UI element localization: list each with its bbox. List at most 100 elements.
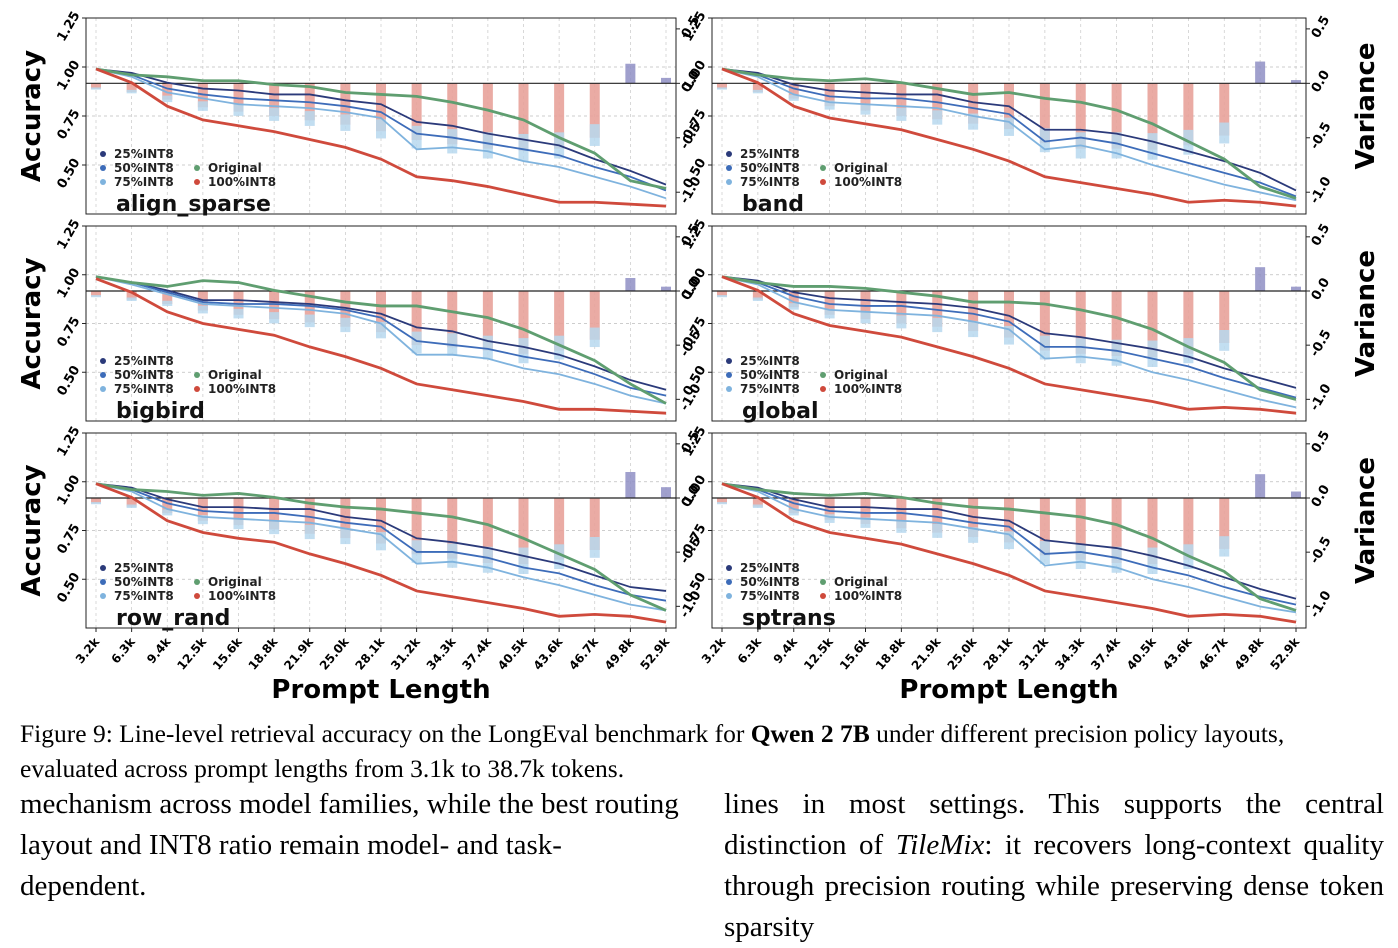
y2-tick-label: -0.5 [1307, 327, 1334, 359]
panel-title: align_sparse [116, 192, 271, 217]
variance-bar-int8 [269, 312, 280, 324]
variance-bar-int8 [589, 124, 600, 146]
variance-bar [340, 291, 351, 327]
variance-bar [625, 278, 636, 291]
variance-bar-int8 [752, 89, 763, 94]
variance-bar-int8 [126, 504, 137, 508]
variance-bar-int8 [752, 504, 763, 508]
variance-bar [91, 83, 101, 89]
variance-bar-int8 [269, 521, 280, 535]
variance-bar [233, 291, 244, 315]
variance-bar [932, 291, 943, 327]
variance-bar-int8 [162, 509, 173, 516]
variance-bar-int8 [304, 111, 315, 126]
legend-marker [726, 593, 732, 599]
series-line-50pctint8 [721, 68, 1297, 198]
body-right-emphasis: TileMix [895, 829, 985, 861]
variance-bar-int8 [1111, 546, 1122, 573]
legend-label: Original [208, 575, 262, 589]
variance-bar-int8 [126, 89, 137, 94]
variance-bar [126, 291, 137, 300]
x-tick-label: 31.2k [1016, 634, 1052, 673]
variance-bar [411, 83, 422, 140]
x-tick-label: 9.4k [771, 634, 801, 666]
legend-label: 25%INT8 [740, 561, 800, 575]
variance-bar [518, 83, 529, 151]
legend-marker [100, 358, 106, 364]
variance-bar [554, 498, 565, 560]
ylabel-variance: Variance [1351, 457, 1381, 584]
variance-bar-int8 [482, 132, 493, 159]
ylabel-accuracy: Accuracy [17, 257, 47, 389]
legend-label: 50%INT8 [740, 575, 800, 589]
panel-title: global [742, 399, 819, 424]
variance-bar-int8 [233, 104, 244, 116]
legend-marker [194, 386, 200, 392]
legend-marker [194, 372, 200, 378]
variance-bar-int8 [162, 300, 173, 306]
legend-marker [100, 386, 106, 392]
series-line-75pctint8 [95, 68, 667, 200]
variance-bar [896, 291, 907, 324]
variance-bar [968, 291, 979, 332]
variance-bar-int8 [717, 87, 727, 90]
variance-bar-int8 [340, 528, 351, 545]
variance-bar-int8 [1075, 338, 1086, 364]
x-tick-label: 6.3k [735, 634, 765, 666]
variance-bar [126, 83, 137, 93]
x-tick-label: 9.4k [144, 634, 174, 666]
series-line-50pctint8 [721, 275, 1297, 399]
legend-label: 100%INT8 [834, 589, 902, 603]
panel-title: bigbird [116, 399, 205, 424]
variance-bar-int8 [1004, 117, 1014, 136]
panel-band: 0.500.751.001.25-1.0-0.50.00.5Variance25… [680, 9, 1381, 217]
x-tick-label: 34.3k [1052, 634, 1088, 673]
variance-bar-int8 [518, 547, 529, 574]
variance-bar [1291, 80, 1301, 84]
variance-bar-int8 [1219, 330, 1230, 351]
variance-bar-int8 [860, 312, 871, 324]
variance-bar [376, 83, 386, 132]
y-tick-label: 0.50 [680, 570, 709, 605]
series-line-50pctint8 [95, 482, 667, 602]
variance-bar-int8 [447, 543, 458, 568]
series-line-original [95, 275, 667, 405]
x-tick-label: 15.6k [837, 634, 873, 673]
variance-bar-int8 [932, 317, 943, 333]
series-line-50pctint8 [95, 68, 667, 192]
series-line-75pctint8 [721, 68, 1297, 202]
legend-marker [820, 593, 826, 599]
variance-bar-int8 [788, 94, 799, 101]
variance-bar [126, 498, 137, 507]
xlabel-prompt-length: Prompt Length [899, 675, 1118, 705]
body-left-text: mechanism across model families, while t… [20, 788, 679, 902]
x-tick-label: 46.7k [566, 634, 602, 673]
variance-bar-int8 [824, 308, 835, 319]
variance-bar-int8 [1147, 133, 1158, 160]
variance-bar [824, 498, 835, 520]
variance-bar-int8 [589, 537, 600, 558]
variance-bar [1111, 291, 1122, 356]
series-line-50pctint8 [95, 275, 667, 397]
variance-bar-int8 [968, 113, 979, 130]
legend-label: 75%INT8 [114, 175, 174, 189]
legend-marker [194, 593, 200, 599]
x-tick-label: 49.8k [1232, 634, 1268, 673]
x-tick-label: 31.2k [388, 634, 424, 673]
variance-bar [1075, 498, 1086, 560]
variance-bar [304, 498, 315, 534]
variance-bar-int8 [968, 321, 979, 338]
x-tick-label: 21.9k [909, 634, 945, 673]
legend-label: 50%INT8 [740, 368, 800, 382]
variance-bar [717, 291, 727, 297]
variance-bar-int8 [717, 502, 727, 505]
y-tick-label: 1.00 [54, 58, 83, 93]
variance-bar [932, 83, 943, 120]
variance-bar [589, 498, 600, 550]
variance-bar [340, 498, 351, 539]
variance-bar [1039, 83, 1050, 144]
